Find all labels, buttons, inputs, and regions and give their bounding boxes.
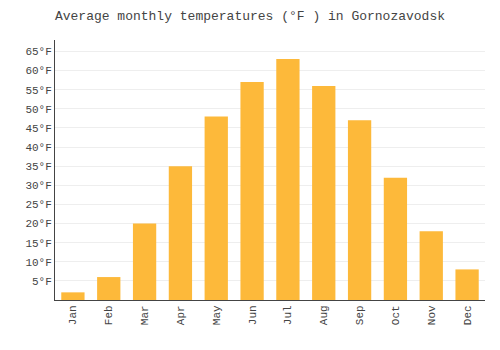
svg-text:55°F: 55°F <box>25 85 51 97</box>
svg-text:Dec: Dec <box>462 305 474 325</box>
svg-text:Apr: Apr <box>175 305 187 325</box>
svg-text:Feb: Feb <box>103 305 115 325</box>
svg-text:Jan: Jan <box>67 305 79 325</box>
svg-text:Oct: Oct <box>390 305 402 325</box>
svg-text:35°F: 35°F <box>25 161 51 173</box>
svg-text:Average monthly temperatures (: Average monthly temperatures (°F ) in Go… <box>55 9 445 24</box>
svg-text:Aug: Aug <box>318 305 330 325</box>
svg-text:May: May <box>211 305 223 325</box>
svg-text:60°F: 60°F <box>25 65 51 77</box>
svg-text:45°F: 45°F <box>25 123 51 135</box>
svg-text:65°F: 65°F <box>25 46 51 58</box>
svg-text:30°F: 30°F <box>25 180 51 192</box>
svg-text:Nov: Nov <box>426 305 438 325</box>
svg-text:Sep: Sep <box>354 305 366 325</box>
svg-text:Jun: Jun <box>247 305 259 325</box>
svg-text:5°F: 5°F <box>32 276 52 288</box>
svg-text:50°F: 50°F <box>25 104 51 116</box>
svg-text:Jul: Jul <box>282 305 294 325</box>
svg-text:15°F: 15°F <box>25 238 51 250</box>
svg-text:Mar: Mar <box>139 305 151 325</box>
svg-text:10°F: 10°F <box>25 257 51 269</box>
svg-text:40°F: 40°F <box>25 142 51 154</box>
svg-text:25°F: 25°F <box>25 199 51 211</box>
svg-text:20°F: 20°F <box>25 218 51 230</box>
